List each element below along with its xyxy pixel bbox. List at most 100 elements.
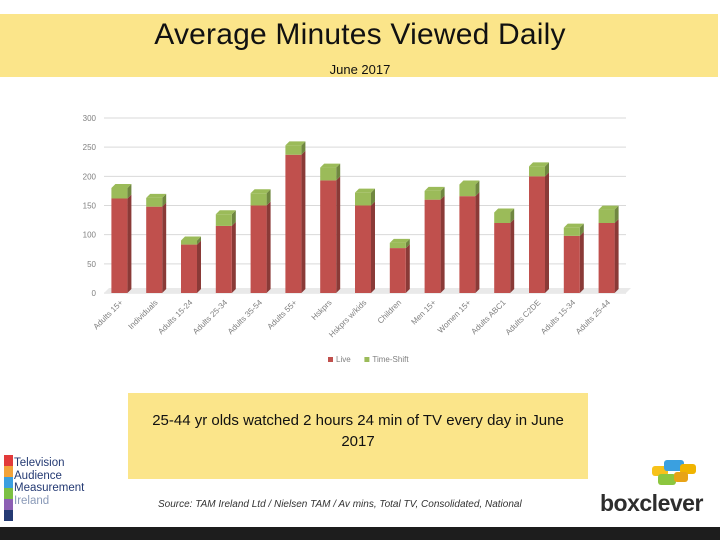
- bar-segment: [215, 214, 232, 226]
- bar-side: [475, 180, 480, 197]
- bar-side: [231, 221, 236, 293]
- bar-top: [494, 208, 515, 213]
- bar-top: [250, 189, 271, 194]
- bar-side: [371, 188, 375, 206]
- bar-side: [162, 202, 167, 293]
- bar-side: [440, 195, 445, 293]
- bar-segment: [146, 197, 163, 207]
- y-tick-label: 300: [83, 114, 97, 123]
- bar-top: [598, 205, 619, 210]
- legend-swatch: [364, 357, 370, 362]
- bar-side: [266, 189, 271, 206]
- page-subtitle: June 2017: [329, 62, 391, 77]
- tam-logo-line: Television: [14, 457, 65, 469]
- bar-top: [320, 163, 341, 168]
- bar-side: [405, 244, 410, 293]
- y-tick-label: 50: [87, 260, 96, 269]
- bar-side: [301, 150, 306, 293]
- bar-segment: [181, 244, 197, 293]
- bar-side: [197, 240, 201, 293]
- title-band: [0, 14, 718, 77]
- x-tick-label: Hskprs: [310, 298, 334, 322]
- bar-side: [336, 163, 341, 181]
- x-tick-label: Children: [376, 298, 403, 325]
- x-tick-label: Adults 25-44: [574, 298, 613, 337]
- boxclever-logo: boxclever: [600, 460, 712, 520]
- x-tick-label: Adults 15-24: [156, 298, 195, 337]
- bar-side: [162, 193, 167, 207]
- x-tick-label: Adults 15+: [92, 298, 125, 331]
- bar-segment: [598, 223, 615, 293]
- bar-top: [285, 141, 306, 146]
- bar-side: [614, 219, 619, 293]
- bar-side: [301, 141, 306, 155]
- bar-side: [440, 186, 445, 200]
- tam-logo-line: Ireland: [14, 494, 50, 507]
- bar-side: [231, 210, 236, 226]
- tam-logo-stripes: [4, 455, 13, 521]
- bottom-bar: [0, 527, 720, 540]
- bar-top: [111, 184, 132, 188]
- callout-box: 25-44 yr olds watched 2 hours 24 min of …: [128, 393, 588, 479]
- bar-top: [146, 193, 167, 198]
- bar-segment: [424, 190, 441, 200]
- bar-segment: [424, 199, 441, 293]
- callout-text: 25-44 yr olds watched 2 hours 24 min of …: [152, 412, 564, 450]
- y-tick-label: 250: [83, 143, 97, 152]
- bar-segment: [529, 176, 545, 293]
- bar-side: [545, 162, 549, 177]
- bar-top: [355, 188, 375, 193]
- bar-segment: [320, 167, 337, 181]
- bar-top: [389, 238, 410, 243]
- bar-side: [336, 176, 341, 293]
- bar-segment: [250, 205, 267, 293]
- bar-segment: [494, 223, 511, 293]
- x-tick-label: Adults C2DE: [504, 298, 543, 337]
- x-tick-label: Men 15+: [409, 298, 438, 327]
- y-tick-label: 100: [83, 231, 97, 240]
- bar-side: [545, 172, 549, 293]
- tam-logo-line: Measurement: [14, 482, 85, 494]
- x-tick-label: Adults 25-34: [191, 298, 230, 337]
- bar-segment: [529, 166, 545, 177]
- bar-segment: [459, 184, 476, 197]
- bar-segment: [355, 205, 371, 293]
- bar-top: [215, 210, 236, 215]
- bar-top: [181, 236, 201, 241]
- bar-side: [510, 208, 515, 223]
- x-tick-label: Adults ABC1: [469, 298, 508, 337]
- source-note: Source: TAM Ireland Ltd / Nielsen TAM / …: [158, 499, 522, 510]
- legend-label: Time-Shift: [372, 355, 409, 364]
- bar-segment: [598, 209, 615, 223]
- bar-side: [127, 194, 132, 293]
- bar-side: [371, 201, 375, 293]
- bar-segment: [320, 180, 337, 293]
- bar-segment: [285, 154, 302, 293]
- page-title: Average Minutes Viewed Daily: [154, 18, 566, 51]
- y-tick-label: 0: [92, 289, 97, 298]
- x-tick-label: Adults 55+: [266, 298, 299, 331]
- bar-segment: [459, 196, 476, 293]
- tam-ireland-logo: Television Audience Measurement Ireland: [4, 455, 86, 521]
- y-tick-label: 150: [83, 202, 97, 211]
- bar-side: [614, 205, 619, 223]
- bar-segment: [250, 193, 267, 206]
- bar-segment: [215, 225, 232, 293]
- bar-top: [529, 162, 549, 167]
- bar-side: [510, 219, 515, 293]
- legend-label: Live: [336, 355, 351, 364]
- legend-swatch: [328, 357, 333, 362]
- bar-segment: [563, 227, 580, 236]
- chart-area: 0 50 100 150 200 250 300 Adults 15+ Individuals A…: [70, 100, 650, 380]
- x-tick-label: Adults 15-34: [539, 298, 578, 337]
- boxclever-logo-text: boxclever: [600, 490, 703, 516]
- bar-top: [459, 180, 480, 185]
- bar-top: [424, 186, 445, 191]
- bar-side: [475, 192, 480, 293]
- bar-segment: [285, 145, 302, 155]
- bar-segment: [355, 192, 371, 206]
- x-tick-label: Adults 35-54: [226, 298, 265, 337]
- bar-segment: [146, 206, 163, 293]
- tam-logo-line: Audience: [14, 469, 62, 482]
